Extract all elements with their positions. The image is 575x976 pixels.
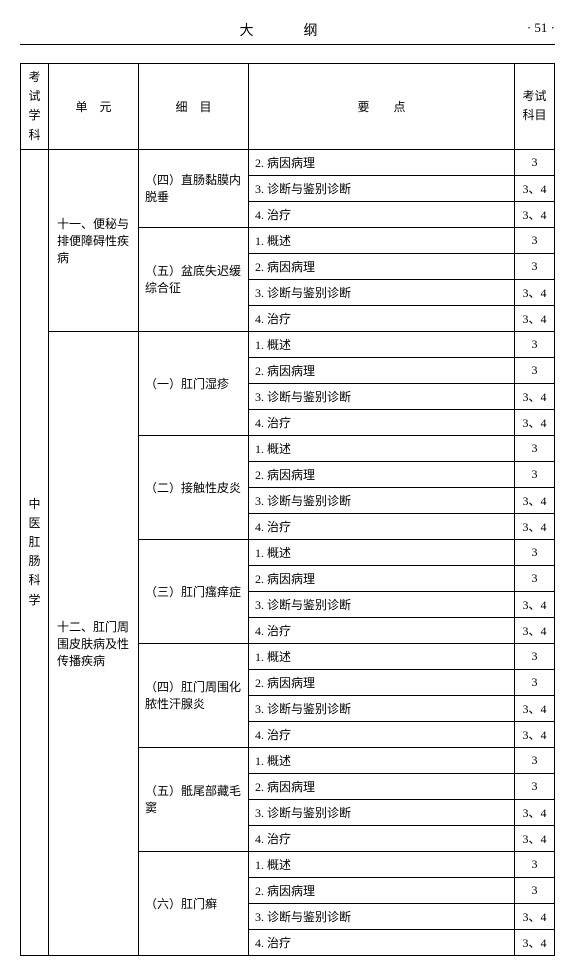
detail-cell: （三）肛门瘙痒症 (139, 539, 249, 643)
exam-cell: 3 (515, 773, 555, 799)
point-cell: 3. 诊断与鉴别诊断 (249, 903, 515, 929)
point-cell: 1. 概述 (249, 435, 515, 461)
header-page-number: · 51 · (527, 20, 555, 36)
exam-cell: 3、4 (515, 929, 555, 955)
point-cell: 4. 治疗 (249, 409, 515, 435)
point-cell: 1. 概述 (249, 851, 515, 877)
detail-cell: （四）肛门周围化脓性汗腺炎 (139, 643, 249, 747)
detail-cell: （一）肛门湿疹 (139, 331, 249, 435)
exam-cell: 3、4 (515, 409, 555, 435)
exam-cell: 3 (515, 539, 555, 565)
point-cell: 3. 诊断与鉴别诊断 (249, 799, 515, 825)
point-cell: 2. 病因病理 (249, 253, 515, 279)
point-cell: 4. 治疗 (249, 201, 515, 227)
col-detail-header: 细 目 (139, 64, 249, 150)
exam-cell: 3、4 (515, 825, 555, 851)
exam-cell: 3 (515, 331, 555, 357)
col-unit-header: 单 元 (49, 64, 139, 150)
exam-cell: 3、4 (515, 305, 555, 331)
point-cell: 3. 诊断与鉴别诊断 (249, 383, 515, 409)
exam-cell: 3 (515, 149, 555, 175)
point-cell: 4. 治疗 (249, 513, 515, 539)
col-points-header: 要 点 (249, 64, 515, 150)
detail-cell: （四）直肠黏膜内脱垂 (139, 149, 249, 227)
exam-cell: 3、4 (515, 513, 555, 539)
exam-cell: 3、4 (515, 721, 555, 747)
exam-cell: 3、4 (515, 175, 555, 201)
table-row: 中医肛肠科学十一、便秘与排便障碍性疾病（四）直肠黏膜内脱垂2. 病因病理3 (21, 149, 555, 175)
point-cell: 3. 诊断与鉴别诊断 (249, 175, 515, 201)
table-body: 中医肛肠科学十一、便秘与排便障碍性疾病（四）直肠黏膜内脱垂2. 病因病理33. … (21, 149, 555, 955)
exam-cell: 3 (515, 227, 555, 253)
point-cell: 2. 病因病理 (249, 357, 515, 383)
unit-cell: 十一、便秘与排便障碍性疾病 (49, 149, 139, 331)
exam-cell: 3 (515, 253, 555, 279)
point-cell: 1. 概述 (249, 227, 515, 253)
syllabus-table: 考试学科 单 元 细 目 要 点 考试科目 中医肛肠科学十一、便秘与排便障碍性疾… (20, 63, 555, 956)
page-header: 大 纲 · 51 · (20, 20, 555, 45)
point-cell: 3. 诊断与鉴别诊断 (249, 487, 515, 513)
exam-cell: 3 (515, 357, 555, 383)
point-cell: 1. 概述 (249, 643, 515, 669)
point-cell: 1. 概述 (249, 331, 515, 357)
point-cell: 3. 诊断与鉴别诊断 (249, 591, 515, 617)
exam-cell: 3 (515, 435, 555, 461)
point-cell: 4. 治疗 (249, 305, 515, 331)
exam-cell: 3、4 (515, 383, 555, 409)
point-cell: 2. 病因病理 (249, 669, 515, 695)
point-cell: 2. 病因病理 (249, 565, 515, 591)
detail-cell: （五）骶尾部藏毛窦 (139, 747, 249, 851)
detail-cell: （二）接触性皮炎 (139, 435, 249, 539)
exam-cell: 3、4 (515, 591, 555, 617)
col-exam-header: 考试科目 (515, 64, 555, 150)
table-row: 十二、肛门周围皮肤病及性传播疾病（一）肛门湿疹1. 概述3 (21, 331, 555, 357)
exam-cell: 3、4 (515, 201, 555, 227)
exam-cell: 3 (515, 669, 555, 695)
exam-cell: 3 (515, 747, 555, 773)
exam-cell: 3、4 (515, 799, 555, 825)
point-cell: 1. 概述 (249, 539, 515, 565)
table-head: 考试学科 单 元 细 目 要 点 考试科目 (21, 64, 555, 150)
exam-cell: 3 (515, 877, 555, 903)
point-cell: 4. 治疗 (249, 929, 515, 955)
exam-cell: 3 (515, 851, 555, 877)
point-cell: 2. 病因病理 (249, 773, 515, 799)
exam-cell: 3 (515, 643, 555, 669)
exam-cell: 3、4 (515, 903, 555, 929)
point-cell: 3. 诊断与鉴别诊断 (249, 695, 515, 721)
point-cell: 2. 病因病理 (249, 877, 515, 903)
unit-cell: 十二、肛门周围皮肤病及性传播疾病 (49, 331, 139, 955)
exam-cell: 3、4 (515, 487, 555, 513)
detail-cell: （五）盆底失迟缓综合征 (139, 227, 249, 331)
point-cell: 1. 概述 (249, 747, 515, 773)
point-cell: 4. 治疗 (249, 721, 515, 747)
exam-cell: 3 (515, 565, 555, 591)
subject-cell: 中医肛肠科学 (21, 149, 49, 955)
col-subject-header: 考试学科 (21, 64, 49, 150)
point-cell: 4. 治疗 (249, 617, 515, 643)
exam-cell: 3 (515, 461, 555, 487)
exam-cell: 3、4 (515, 279, 555, 305)
exam-cell: 3、4 (515, 695, 555, 721)
point-cell: 3. 诊断与鉴别诊断 (249, 279, 515, 305)
point-cell: 2. 病因病理 (249, 461, 515, 487)
point-cell: 4. 治疗 (249, 825, 515, 851)
detail-cell: （六）肛门癣 (139, 851, 249, 955)
header-title: 大 纲 (240, 20, 336, 40)
exam-cell: 3、4 (515, 617, 555, 643)
point-cell: 2. 病因病理 (249, 149, 515, 175)
